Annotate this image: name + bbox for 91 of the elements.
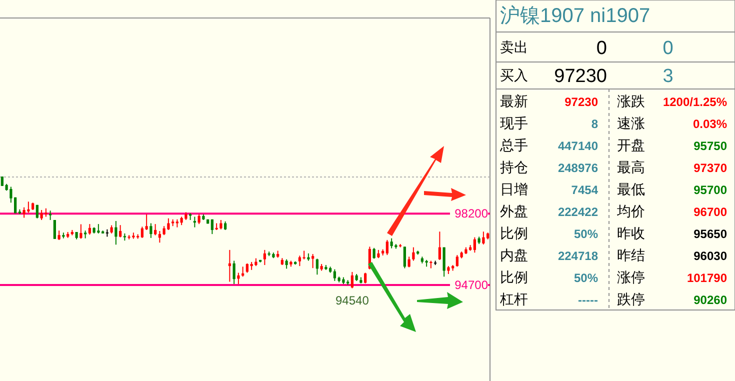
candlestick [154, 224, 157, 236]
text: 97370 [694, 161, 728, 175]
text: 总手 [499, 137, 528, 153]
text: 杠杆 [499, 291, 528, 307]
text: 97230 [554, 66, 607, 87]
text: 7454 [571, 183, 598, 197]
text: 447140 [558, 139, 598, 153]
candlestick [333, 268, 336, 282]
text: 比例 [500, 269, 528, 285]
text: 224718 [558, 249, 598, 263]
text: 昨结 [617, 247, 645, 263]
candlestick [456, 254, 458, 268]
candlestick [158, 230, 161, 244]
candlestick [430, 260, 432, 269]
candlestick [482, 231, 485, 245]
candlestick [386, 239, 388, 256]
text: 1200/1.25% [662, 95, 728, 109]
text: 0 [662, 38, 674, 59]
candlestick [80, 224, 82, 240]
candlestick [210, 218, 214, 235]
text: 最新 [500, 93, 528, 109]
text: 最低 [617, 181, 645, 197]
text: 开盘 [617, 137, 645, 153]
candlestick [350, 271, 354, 289]
text: 昨收 [617, 225, 645, 241]
candlestick [0, 176, 4, 186]
candlestick [438, 231, 441, 260]
text: 95750 [694, 139, 728, 153]
annotation: 94540 [336, 293, 370, 308]
text: 95650 [694, 227, 728, 241]
candlestick [442, 246, 446, 278]
candlestick [412, 246, 415, 262]
candlestick [403, 246, 406, 269]
candlestick [372, 247, 376, 260]
text: 8 [591, 117, 598, 131]
text: 96700 [694, 205, 728, 219]
y-tick-label: 94700 [454, 278, 488, 292]
candlestick [53, 219, 56, 240]
candlestick [97, 224, 100, 234]
text: 卖出 [500, 39, 528, 55]
candlestick [58, 230, 60, 240]
candlestick [237, 272, 240, 284]
text: 持仓 [500, 159, 528, 175]
text: ----- [578, 293, 598, 307]
text: 最高 [617, 159, 645, 175]
text: 90260 [694, 293, 728, 307]
text: 外盘 [500, 203, 528, 219]
text: 速涨 [617, 115, 645, 131]
text: 涨停 [617, 269, 645, 285]
candlestick [408, 256, 410, 268]
text: 日增 [500, 181, 528, 197]
text: 涨跌 [617, 93, 645, 109]
candlestick [145, 214, 148, 230]
y-tick-label: 98200 [454, 206, 488, 221]
candlestick [364, 272, 367, 284]
candlestick [88, 224, 91, 236]
candlestick [167, 218, 170, 230]
candlestick [140, 226, 144, 238]
text: 买入 [500, 67, 528, 83]
candlestick [232, 260, 236, 284]
text: 内盘 [500, 247, 528, 263]
text: 均价 [616, 203, 645, 219]
text: 97230 [564, 95, 598, 109]
text: 0 [596, 38, 607, 59]
text: 沪镍1907 ni1907 [500, 4, 650, 27]
text: 50% [574, 271, 598, 285]
candlestick [285, 258, 288, 270]
text: 0.03% [692, 117, 728, 131]
candlestick [27, 201, 30, 214]
text: 248976 [558, 161, 598, 175]
candlestick [220, 219, 222, 230]
candlestick [473, 236, 476, 254]
text: 95700 [694, 183, 728, 197]
text: 现手 [500, 115, 528, 131]
candlestick [198, 214, 200, 225]
candlestick [316, 258, 318, 276]
text: 101790 [686, 271, 728, 285]
text: 比例 [500, 225, 528, 241]
text: 跌停 [617, 291, 645, 307]
text: 50% [574, 227, 598, 241]
candlestick [298, 255, 301, 267]
text: 3 [662, 66, 674, 87]
candlestick [36, 204, 38, 219]
candlestick [150, 222, 152, 238]
candlestick [49, 210, 52, 220]
candlestick [246, 262, 248, 274]
text: 96030 [694, 249, 728, 263]
candlestick [119, 224, 122, 238]
candlestick [263, 249, 266, 266]
candlestick [114, 220, 118, 246]
text: 222422 [558, 205, 598, 219]
